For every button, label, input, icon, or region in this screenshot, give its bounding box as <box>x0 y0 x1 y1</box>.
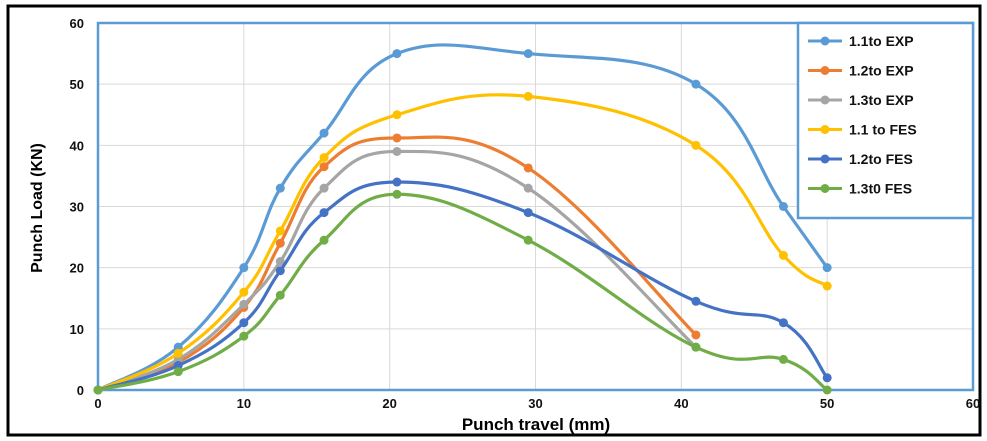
data-point <box>778 250 788 260</box>
data-point <box>275 290 285 300</box>
legend-item: 1.3to EXP <box>808 92 914 108</box>
tick-labels: 0 10 20 30 40 50 60 0 10 20 30 40 50 60 <box>70 16 981 411</box>
legend-label: 1.1 to FES <box>849 122 917 138</box>
legend-item: 1.2to EXP <box>808 63 914 79</box>
y-tick-label: 40 <box>70 138 84 153</box>
data-point <box>523 163 533 173</box>
data-point <box>239 287 249 297</box>
data-point <box>392 189 402 199</box>
legend-item: 1.1 to FES <box>808 122 917 138</box>
data-point <box>392 110 402 120</box>
legend-label: 1.3to EXP <box>849 92 914 108</box>
data-point <box>822 373 832 383</box>
data-point <box>392 133 402 143</box>
data-point <box>523 208 533 218</box>
data-point <box>822 263 832 273</box>
data-point <box>691 330 701 340</box>
data-point <box>275 257 285 267</box>
x-tick-label: 60 <box>966 396 980 411</box>
data-point <box>523 183 533 193</box>
x-tick-label: 30 <box>528 396 542 411</box>
x-tick-label: 40 <box>674 396 688 411</box>
data-point <box>523 49 533 59</box>
data-point <box>822 281 832 291</box>
legend-label: 1.2to FES <box>849 151 913 167</box>
data-point <box>691 140 701 150</box>
data-point <box>275 226 285 236</box>
legend-swatch-marker <box>820 125 830 134</box>
data-point <box>523 235 533 245</box>
legend-item: 1.3t0 FES <box>808 181 912 197</box>
data-point <box>392 49 402 59</box>
y-tick-label: 30 <box>70 200 84 215</box>
legend-item: 1.2to FES <box>808 151 913 167</box>
series-6 <box>93 189 832 395</box>
data-point <box>778 202 788 211</box>
data-point <box>523 91 533 101</box>
data-point <box>93 385 103 395</box>
data-point <box>691 342 701 352</box>
series-line <box>96 180 829 392</box>
legend-label: 1.3t0 FES <box>849 181 912 197</box>
data-point <box>319 208 329 218</box>
legend-swatch-marker <box>820 184 830 193</box>
x-tick-label: 10 <box>237 396 251 411</box>
y-tick-label: 20 <box>70 261 84 276</box>
series-line <box>96 43 829 392</box>
data-point <box>239 318 249 328</box>
data-point <box>392 146 402 156</box>
data-point <box>822 385 832 395</box>
data-point <box>778 354 788 364</box>
data-point <box>173 348 183 358</box>
legend-label: 1.1to EXP <box>849 33 914 49</box>
data-point <box>239 331 249 341</box>
legend-swatch-marker <box>820 66 830 75</box>
y-tick-label: 50 <box>70 77 84 92</box>
y-tick-label: 60 <box>70 16 84 31</box>
data-point <box>778 318 788 328</box>
data-point <box>275 238 285 248</box>
data-point <box>691 296 701 306</box>
data-point <box>275 183 285 193</box>
data-point <box>319 128 329 138</box>
legend-swatch-marker <box>820 95 830 105</box>
data-point <box>319 162 329 172</box>
legend: 1.1to EXP 1.2to EXP 1.3to EXP 1.1 to FES 1.2… <box>796 21 975 220</box>
x-tick-label: 50 <box>820 396 834 411</box>
legend-swatch-marker <box>820 36 830 46</box>
legend-label: 1.2to EXP <box>849 63 914 79</box>
data-point <box>239 299 249 309</box>
data-point <box>239 263 249 273</box>
legend-item: 1.1to EXP <box>808 33 914 49</box>
data-point <box>319 235 329 245</box>
y-axis-title: Punch Load (KN) <box>29 143 46 273</box>
x-tick-label: 0 <box>94 396 101 411</box>
data-point <box>319 183 329 193</box>
x-axis-title: Punch travel (mm) <box>462 415 610 434</box>
y-tick-label: 0 <box>77 383 84 398</box>
series-group <box>93 43 832 395</box>
legend-swatch-marker <box>820 154 830 164</box>
data-point <box>275 266 285 276</box>
y-tick-label: 10 <box>70 322 84 337</box>
data-point <box>392 177 402 187</box>
data-point <box>173 367 183 377</box>
x-tick-label: 20 <box>382 396 396 411</box>
data-point <box>319 153 329 163</box>
series-line <box>96 93 829 392</box>
data-point <box>691 79 701 89</box>
